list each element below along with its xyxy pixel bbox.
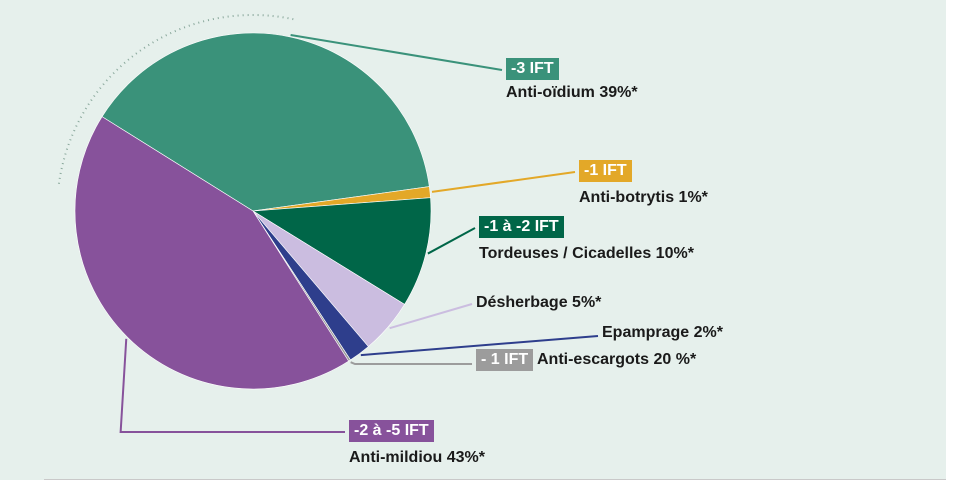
decorative-dotted-arc [57,14,294,184]
badge-tordeuses-cicadelles: -1 à -2 IFT [479,216,564,238]
leader-line-tordeuses-cicadelles [427,227,476,255]
bottom-rule [44,479,946,480]
label-anti-botrytis: Anti-botrytis 1%* [579,189,708,206]
leader-line-epamprage [360,335,599,357]
leader-line-anti-botrytis [431,171,576,193]
label-anti-oidium: Anti-oïdium 39%* [506,84,638,101]
label-anti-mildiou: Anti-mildiou 43%* [349,449,486,466]
leader-line-anti-escargots [350,361,472,365]
badge-anti-botrytis: -1 IFT [579,160,632,182]
pie-slice-tordeuses-cicadelles [252,197,432,305]
badge-anti-escargots: - 1 IFT [476,349,534,371]
pie-slice-anti-oidium [101,32,430,212]
leader-line-desherbage [389,303,473,330]
label-desherbage: Désherbage 5%* [476,294,602,311]
leader-line-anti-mildiou [119,338,345,433]
badge-anti-mildiou: -2 à -5 IFT [349,420,434,442]
leader-line-anti-oidium [290,33,503,71]
label-epamprage: Epamprage 2%* [602,324,723,341]
label-anti-escargots: Anti-escargots 20 %* [537,351,697,368]
badge-anti-oidium: -3 IFT [506,58,559,80]
label-tordeuses-cicadelles: Tordeuses / Cicadelles 10%* [479,245,694,262]
pie-slice-anti-mildiou [74,116,350,390]
